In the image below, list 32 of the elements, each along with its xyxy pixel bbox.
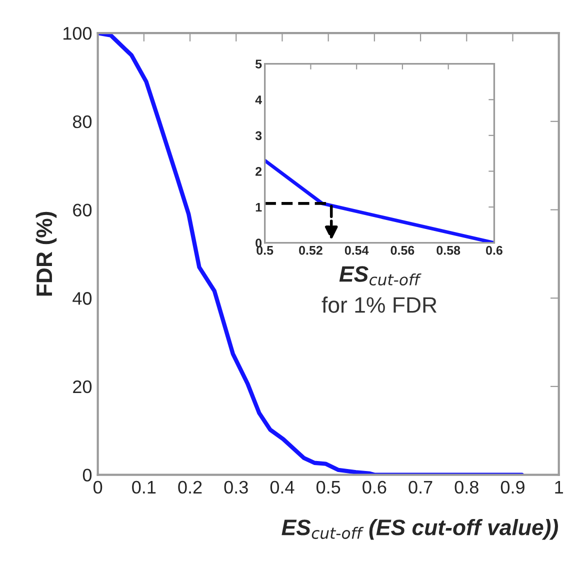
x-tick-label: 0.54 (344, 246, 369, 255)
y-tick-label: 20 (73, 380, 92, 394)
x-tick-label: 1 (555, 481, 563, 494)
x-axis-title: ES$_{cut-off}$ (ES cut-off value)) (282, 518, 558, 540)
x-tick-label: 0.7 (408, 480, 432, 494)
y-tick-label: 1 (256, 202, 262, 212)
x-tick-label: 0.9 (500, 480, 524, 494)
y-tick-label: 60 (73, 204, 92, 216)
y-tick-label: 40 (72, 292, 92, 305)
x-tick-label: 0.6 (362, 480, 386, 494)
y-tick-label: 80 (72, 115, 92, 128)
x-tick-label: 0.3 (224, 480, 248, 494)
y-tick-label: 3 (255, 131, 262, 140)
x-tick-label: 0.1 (132, 480, 156, 494)
x-tick-label: 0.4 (270, 480, 294, 494)
x-tick-label: 0.8 (454, 480, 478, 494)
x-tick-label: 0.6 (486, 246, 502, 255)
y-axis-title: FDR (%) (36, 212, 57, 296)
y-tick-label: 2 (256, 167, 262, 176)
x-tick-label: 0.56 (390, 246, 414, 255)
y-tick-label: 4 (255, 96, 262, 104)
x-tick-label: 0.2 (178, 480, 202, 494)
x-tick-label: 0.52 (299, 246, 322, 255)
y-tick-label: 5 (255, 60, 262, 68)
y-tick-label: 0 (82, 468, 92, 482)
x-tick-label: 0.5 (316, 480, 340, 494)
x-axis-title: ES$_{cut-off}$ (339, 266, 422, 286)
x-tick-label: 0.58 (436, 246, 460, 255)
x-tick-label: 0.5 (256, 246, 274, 255)
x-tick-label: 0 (93, 480, 102, 494)
annotation: for 1% FDR (322, 296, 437, 313)
y-tick-label: 100 (64, 26, 92, 40)
